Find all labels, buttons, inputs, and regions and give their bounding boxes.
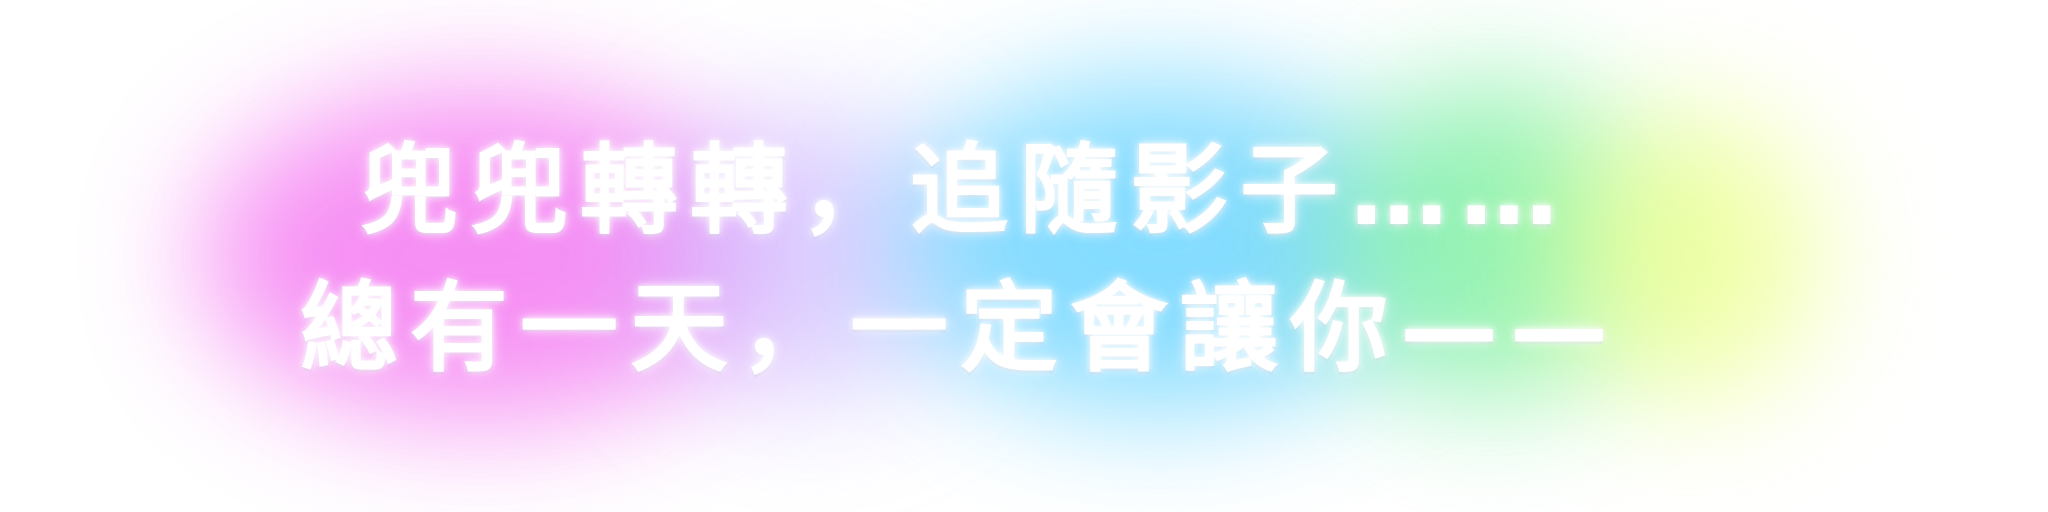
- lyric-line-2: 總有一天，一定會讓你——: [300, 272, 1621, 386]
- yellow-glow: [1560, 110, 1820, 400]
- lyric-line-1: 兜兜轉轉，追隨影子……: [360, 134, 1571, 248]
